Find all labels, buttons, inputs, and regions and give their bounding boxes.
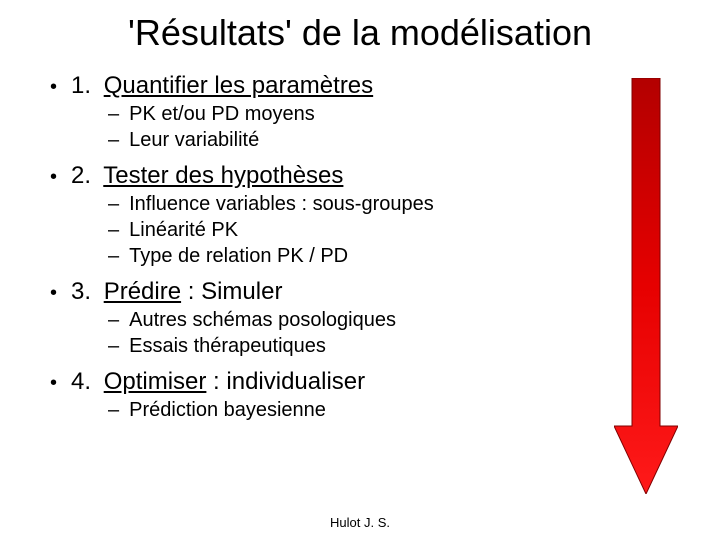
dash-icon: –	[108, 103, 119, 126]
bullet-num: 3.	[71, 278, 91, 305]
sub-bullet: –Linéarité PK	[108, 219, 680, 242]
bullet-dot: •	[50, 76, 57, 99]
sub-text: Influence variables : sous-groupes	[129, 193, 434, 216]
bullet-num: 1.	[71, 72, 91, 99]
sub-text: Linéarité PK	[129, 219, 238, 242]
bullet-num: 2.	[71, 162, 91, 189]
dash-icon: –	[108, 399, 119, 422]
bullet-dot: •	[50, 372, 57, 395]
bullet-section-2: • 2. Tester des hypothèses	[50, 162, 680, 190]
bullet-underlined: Prédire	[104, 278, 181, 305]
content-area: • 1. Quantifier les paramètres –PK et/ou…	[40, 72, 680, 422]
sub-text: PK et/ou PD moyens	[129, 103, 315, 126]
sub-bullet: –Leur variabilité	[108, 129, 680, 152]
dash-icon: –	[108, 129, 119, 152]
bullet-underlined: Optimiser	[104, 368, 207, 395]
sub-bullet: –Autres schémas posologiques	[108, 309, 680, 332]
bullet-dot: •	[50, 282, 57, 305]
bullet-num: 4.	[71, 368, 91, 395]
slide-footer: Hulot J. S.	[0, 515, 720, 530]
sub-bullet: –PK et/ou PD moyens	[108, 103, 680, 126]
dash-icon: –	[108, 245, 119, 268]
sub-text: Leur variabilité	[129, 129, 259, 152]
bullet-section-1: • 1. Quantifier les paramètres	[50, 72, 680, 100]
dash-icon: –	[108, 219, 119, 242]
bullet-section-3: • 3. Prédire : Simuler	[50, 278, 680, 306]
dash-icon: –	[108, 309, 119, 332]
bullet-underlined: Quantifier les paramètres	[104, 72, 373, 99]
sub-bullet: –Prédiction bayesienne	[108, 399, 680, 422]
dash-icon: –	[108, 193, 119, 216]
sub-bullet: –Type de relation PK / PD	[108, 245, 680, 268]
down-arrow-icon	[614, 78, 678, 494]
bullet-rest: : Simuler	[181, 278, 282, 305]
bullet-dot: •	[50, 166, 57, 189]
sub-bullet: –Essais thérapeutiques	[108, 335, 680, 358]
arrow-path	[614, 78, 678, 494]
bullet-section-4: • 4. Optimiser : individualiser	[50, 368, 680, 396]
dash-icon: –	[108, 335, 119, 358]
sub-text: Autres schémas posologiques	[129, 309, 396, 332]
sub-text: Prédiction bayesienne	[129, 399, 326, 422]
sub-bullet: –Influence variables : sous-groupes	[108, 193, 680, 216]
slide-title: 'Résultats' de la modélisation	[40, 12, 680, 54]
bullet-rest: : individualiser	[206, 368, 365, 395]
sub-text: Type de relation PK / PD	[129, 245, 348, 268]
sub-text: Essais thérapeutiques	[129, 335, 326, 358]
bullet-underlined: Tester des hypothèses	[103, 162, 343, 189]
